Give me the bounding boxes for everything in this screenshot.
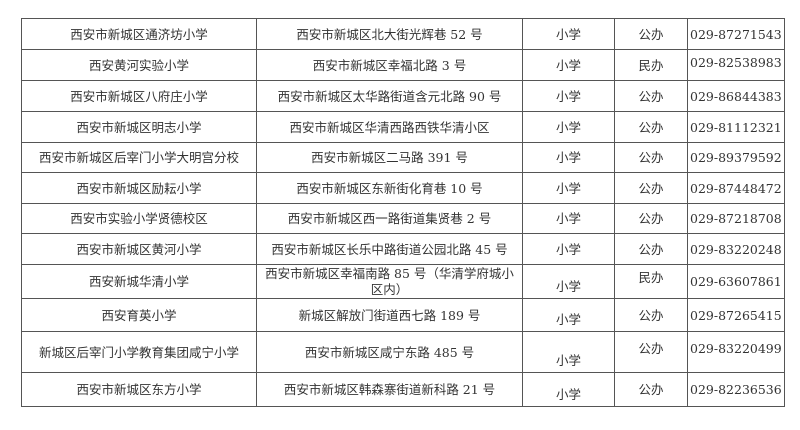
- phone-cell: 029-87218708: [687, 203, 785, 234]
- type-cell: 公办: [614, 172, 688, 204]
- address-cell: 西安市新城区幸福南路 85 号（华清学府城小区内）: [256, 264, 523, 299]
- address-cell: 西安市新城区长乐中路街道公园北路 45 号: [256, 233, 523, 265]
- phone-cell: 029-89379592: [687, 142, 785, 173]
- school-name-cell: 西安新城华清小学: [21, 264, 257, 299]
- address-cell: 西安市新城区咸宁东路 485 号: [256, 331, 523, 373]
- school-name-cell: 西安市新城区八府庄小学: [21, 80, 257, 112]
- school-name-cell: 西安黄河实验小学: [21, 49, 257, 81]
- table-row: 西安市新城区黄河小学 西安市新城区长乐中路街道公园北路 45 号小学 公办 029-8…: [21, 233, 785, 265]
- address-cell: 西安市新城区二马路 391 号: [256, 142, 523, 173]
- type-cell: 公办: [614, 111, 688, 143]
- table-row: 西安新城华清小学 西安市新城区幸福南路 85 号（华清学府城小区内） 小学 民办 029…: [21, 264, 785, 299]
- table-row: 西安市新城区励耘小学 西安市新城区东新街化育巷 10 号小学 公办 029-87448…: [21, 172, 785, 204]
- school-table: 西安市新城区通济坊小学 西安市新城区北大街光辉巷 52 号小学 公办 029-8727…: [21, 18, 785, 407]
- type-cell: 公办: [614, 298, 688, 332]
- level-cell: 小学: [522, 49, 615, 81]
- level-cell: 小学: [522, 172, 615, 204]
- address-cell: 西安市新城区韩森寨街道新科路 21 号: [256, 372, 523, 407]
- type-cell: 公办: [614, 233, 688, 265]
- level-cell: 小学: [522, 18, 615, 50]
- level-cell: 小学: [522, 233, 615, 265]
- type-cell: 公办: [614, 372, 688, 407]
- phone-cell: 029-83220248: [687, 233, 785, 265]
- school-name-cell: 西安市新城区后宰门小学大明宫分校: [21, 142, 257, 173]
- level-cell: 小学: [522, 111, 615, 143]
- address-cell: 西安市新城区华清西路西铁华清小区: [256, 111, 523, 143]
- school-table-body: 西安市新城区通济坊小学 西安市新城区北大街光辉巷 52 号小学 公办 029-8727…: [21, 18, 785, 407]
- address-cell: 西安市新城区幸福北路 3 号: [256, 49, 523, 81]
- type-cell: 民办: [614, 49, 688, 81]
- address-cell: 西安市新城区西一路街道集贤巷 2 号: [256, 203, 523, 234]
- level-cell: 小学: [522, 203, 615, 234]
- school-name-cell: 西安市新城区励耘小学: [21, 172, 257, 204]
- address-cell: 新城区解放门街道西七路 189 号: [256, 298, 523, 332]
- level-cell: 小学: [522, 372, 615, 407]
- table-row: 西安市新城区明志小学 西安市新城区华清西路西铁华清小区 小学 公办 029-811123…: [21, 111, 785, 143]
- table-row: 西安市新城区通济坊小学 西安市新城区北大街光辉巷 52 号小学 公办 029-8727…: [21, 18, 785, 50]
- school-name-cell: 新城区后宰门小学教育集团咸宁小学: [21, 331, 257, 373]
- address-cell: 西安市新城区太华路街道含元北路 90 号: [256, 80, 523, 112]
- phone-cell: 029-81112321: [687, 111, 785, 143]
- table-row: 西安市新城区东方小学 西安市新城区韩森寨街道新科路 21 号小学 公办 029-822…: [21, 372, 785, 407]
- level-cell: 小学: [522, 80, 615, 112]
- type-cell: 公办: [614, 142, 688, 173]
- school-name-cell: 西安市实验小学贤德校区: [21, 203, 257, 234]
- table-row: 西安黄河实验小学 西安市新城区幸福北路 3 号小学 民办 029-82538983: [21, 49, 785, 81]
- level-cell: 小学: [522, 142, 615, 173]
- table-row: 西安市实验小学贤德校区 西安市新城区西一路街道集贤巷 2 号小学 公办 029-872…: [21, 203, 785, 234]
- type-cell: 公办: [614, 18, 688, 50]
- address-cell: 西安市新城区东新街化育巷 10 号: [256, 172, 523, 204]
- school-name-cell: 西安育英小学: [21, 298, 257, 332]
- level-cell: 小学: [522, 264, 615, 299]
- school-name-cell: 西安市新城区东方小学: [21, 372, 257, 407]
- table-row: 西安育英小学 新城区解放门街道西七路 189 号小学 公办 029-87265415: [21, 298, 785, 332]
- table-row: 西安市新城区八府庄小学 西安市新城区太华路街道含元北路 90 号小学 公办 029-8…: [21, 80, 785, 112]
- type-cell: 民办: [614, 264, 688, 299]
- school-name-cell: 西安市新城区黄河小学: [21, 233, 257, 265]
- type-cell: 公办: [614, 203, 688, 234]
- phone-cell: 029-83220499: [687, 331, 785, 373]
- phone-cell: 029-87448472: [687, 172, 785, 204]
- phone-cell: 029-63607861: [687, 264, 785, 299]
- phone-cell: 029-87265415: [687, 298, 785, 332]
- type-cell: 公办: [614, 80, 688, 112]
- phone-cell: 029-82236536: [687, 372, 785, 407]
- table-row: 西安市新城区后宰门小学大明宫分校 西安市新城区二马路 391 号小学 公办 029-8…: [21, 142, 785, 173]
- school-name-cell: 西安市新城区通济坊小学: [21, 18, 257, 50]
- phone-cell: 029-82538983: [687, 49, 785, 81]
- level-cell: 小学: [522, 298, 615, 332]
- school-name-cell: 西安市新城区明志小学: [21, 111, 257, 143]
- address-cell: 西安市新城区北大街光辉巷 52 号: [256, 18, 523, 50]
- type-cell: 公办: [614, 331, 688, 373]
- table-row: 新城区后宰门小学教育集团咸宁小学 西安市新城区咸宁东路 485 号小学 公办 029-…: [21, 331, 785, 373]
- phone-cell: 029-86844383: [687, 80, 785, 112]
- phone-cell: 029-87271543: [687, 18, 785, 50]
- level-cell: 小学: [522, 331, 615, 373]
